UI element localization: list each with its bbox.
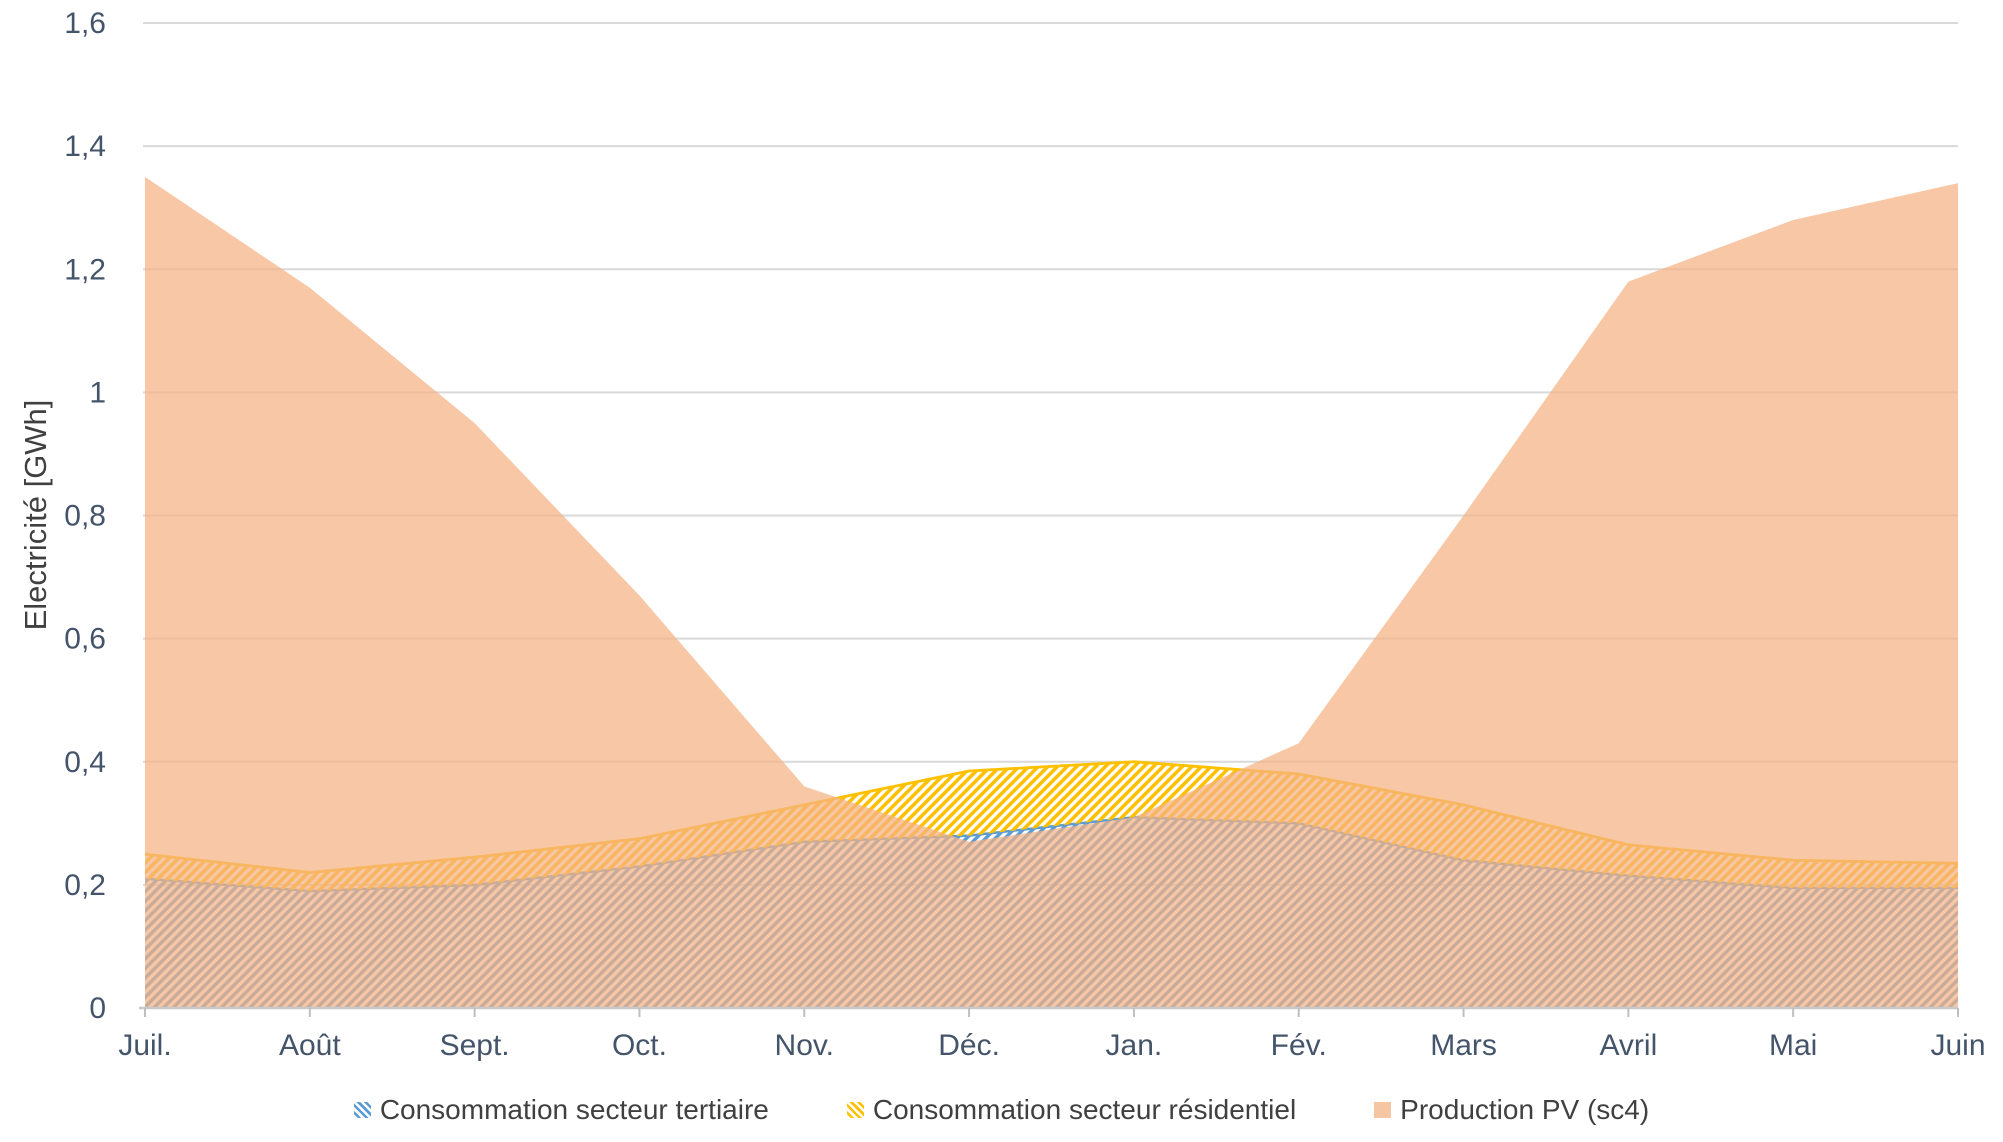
legend: Consommation secteur tertiaire Consommat… <box>0 1088 2003 1132</box>
legend-label-production-pv: Production PV (sc4) <box>1400 1094 1650 1125</box>
series-area-production-pv <box>145 176 1958 1008</box>
x-tick-label: Août <box>279 1029 341 1062</box>
x-tick-label: Juin <box>1930 1029 1985 1062</box>
y-tick-label: 0,4 <box>64 746 106 779</box>
y-axis-title: Electricité [GWh] <box>18 400 53 631</box>
y-tick-label: 0,8 <box>64 500 106 533</box>
legend-item-production-pv[interactable]: Production PV (sc4) <box>1374 1094 1649 1126</box>
y-tick-label: 0,6 <box>64 623 106 656</box>
x-tick-label: Déc. <box>938 1029 1000 1062</box>
legend-swatch-tertiaire-hatch-icon <box>353 1102 371 1118</box>
legend-swatch-residentiel-hatch-icon <box>846 1102 864 1118</box>
legend-label-residentiel: Consommation secteur résidentiel <box>872 1094 1297 1125</box>
legend-label-tertiaire: Consommation secteur tertiaire <box>379 1094 769 1125</box>
x-tick-label: Fév. <box>1271 1029 1327 1062</box>
legend-item-tertiaire[interactable]: Consommation secteur tertiaire <box>353 1094 769 1126</box>
series-areas <box>144 176 1959 1008</box>
legend-swatch-production-pv-icon <box>1374 1102 1392 1118</box>
y-tick-label: 1,2 <box>64 253 106 286</box>
x-tick-label: Avril <box>1599 1029 1657 1062</box>
y-tick-label: 0,2 <box>64 869 106 902</box>
axes <box>139 1006 1959 1017</box>
y-tick-label: 1,6 <box>64 7 106 40</box>
x-tick-label: Jan. <box>1106 1029 1163 1062</box>
x-tick-label: Juil. <box>118 1029 171 1062</box>
y-tick-label: 1,4 <box>64 130 106 163</box>
y-tick-label: 1 <box>89 376 106 409</box>
x-tick-label: Mai <box>1769 1029 1817 1062</box>
x-tick-label: Mars <box>1430 1029 1497 1062</box>
x-tick-label: Sept. <box>440 1029 510 1062</box>
axis-labels: 0 0,2 0,4 0,6 0,8 1 1,2 1,4 1,6 Juil. Août Sept. Oct… <box>18 7 1986 1062</box>
x-tick-label: Nov. <box>775 1029 834 1062</box>
legend-item-residentiel[interactable]: Consommation secteur résidentiel <box>846 1094 1297 1126</box>
y-tick-label: 0 <box>89 992 106 1025</box>
x-tick-label: Oct. <box>612 1029 667 1062</box>
